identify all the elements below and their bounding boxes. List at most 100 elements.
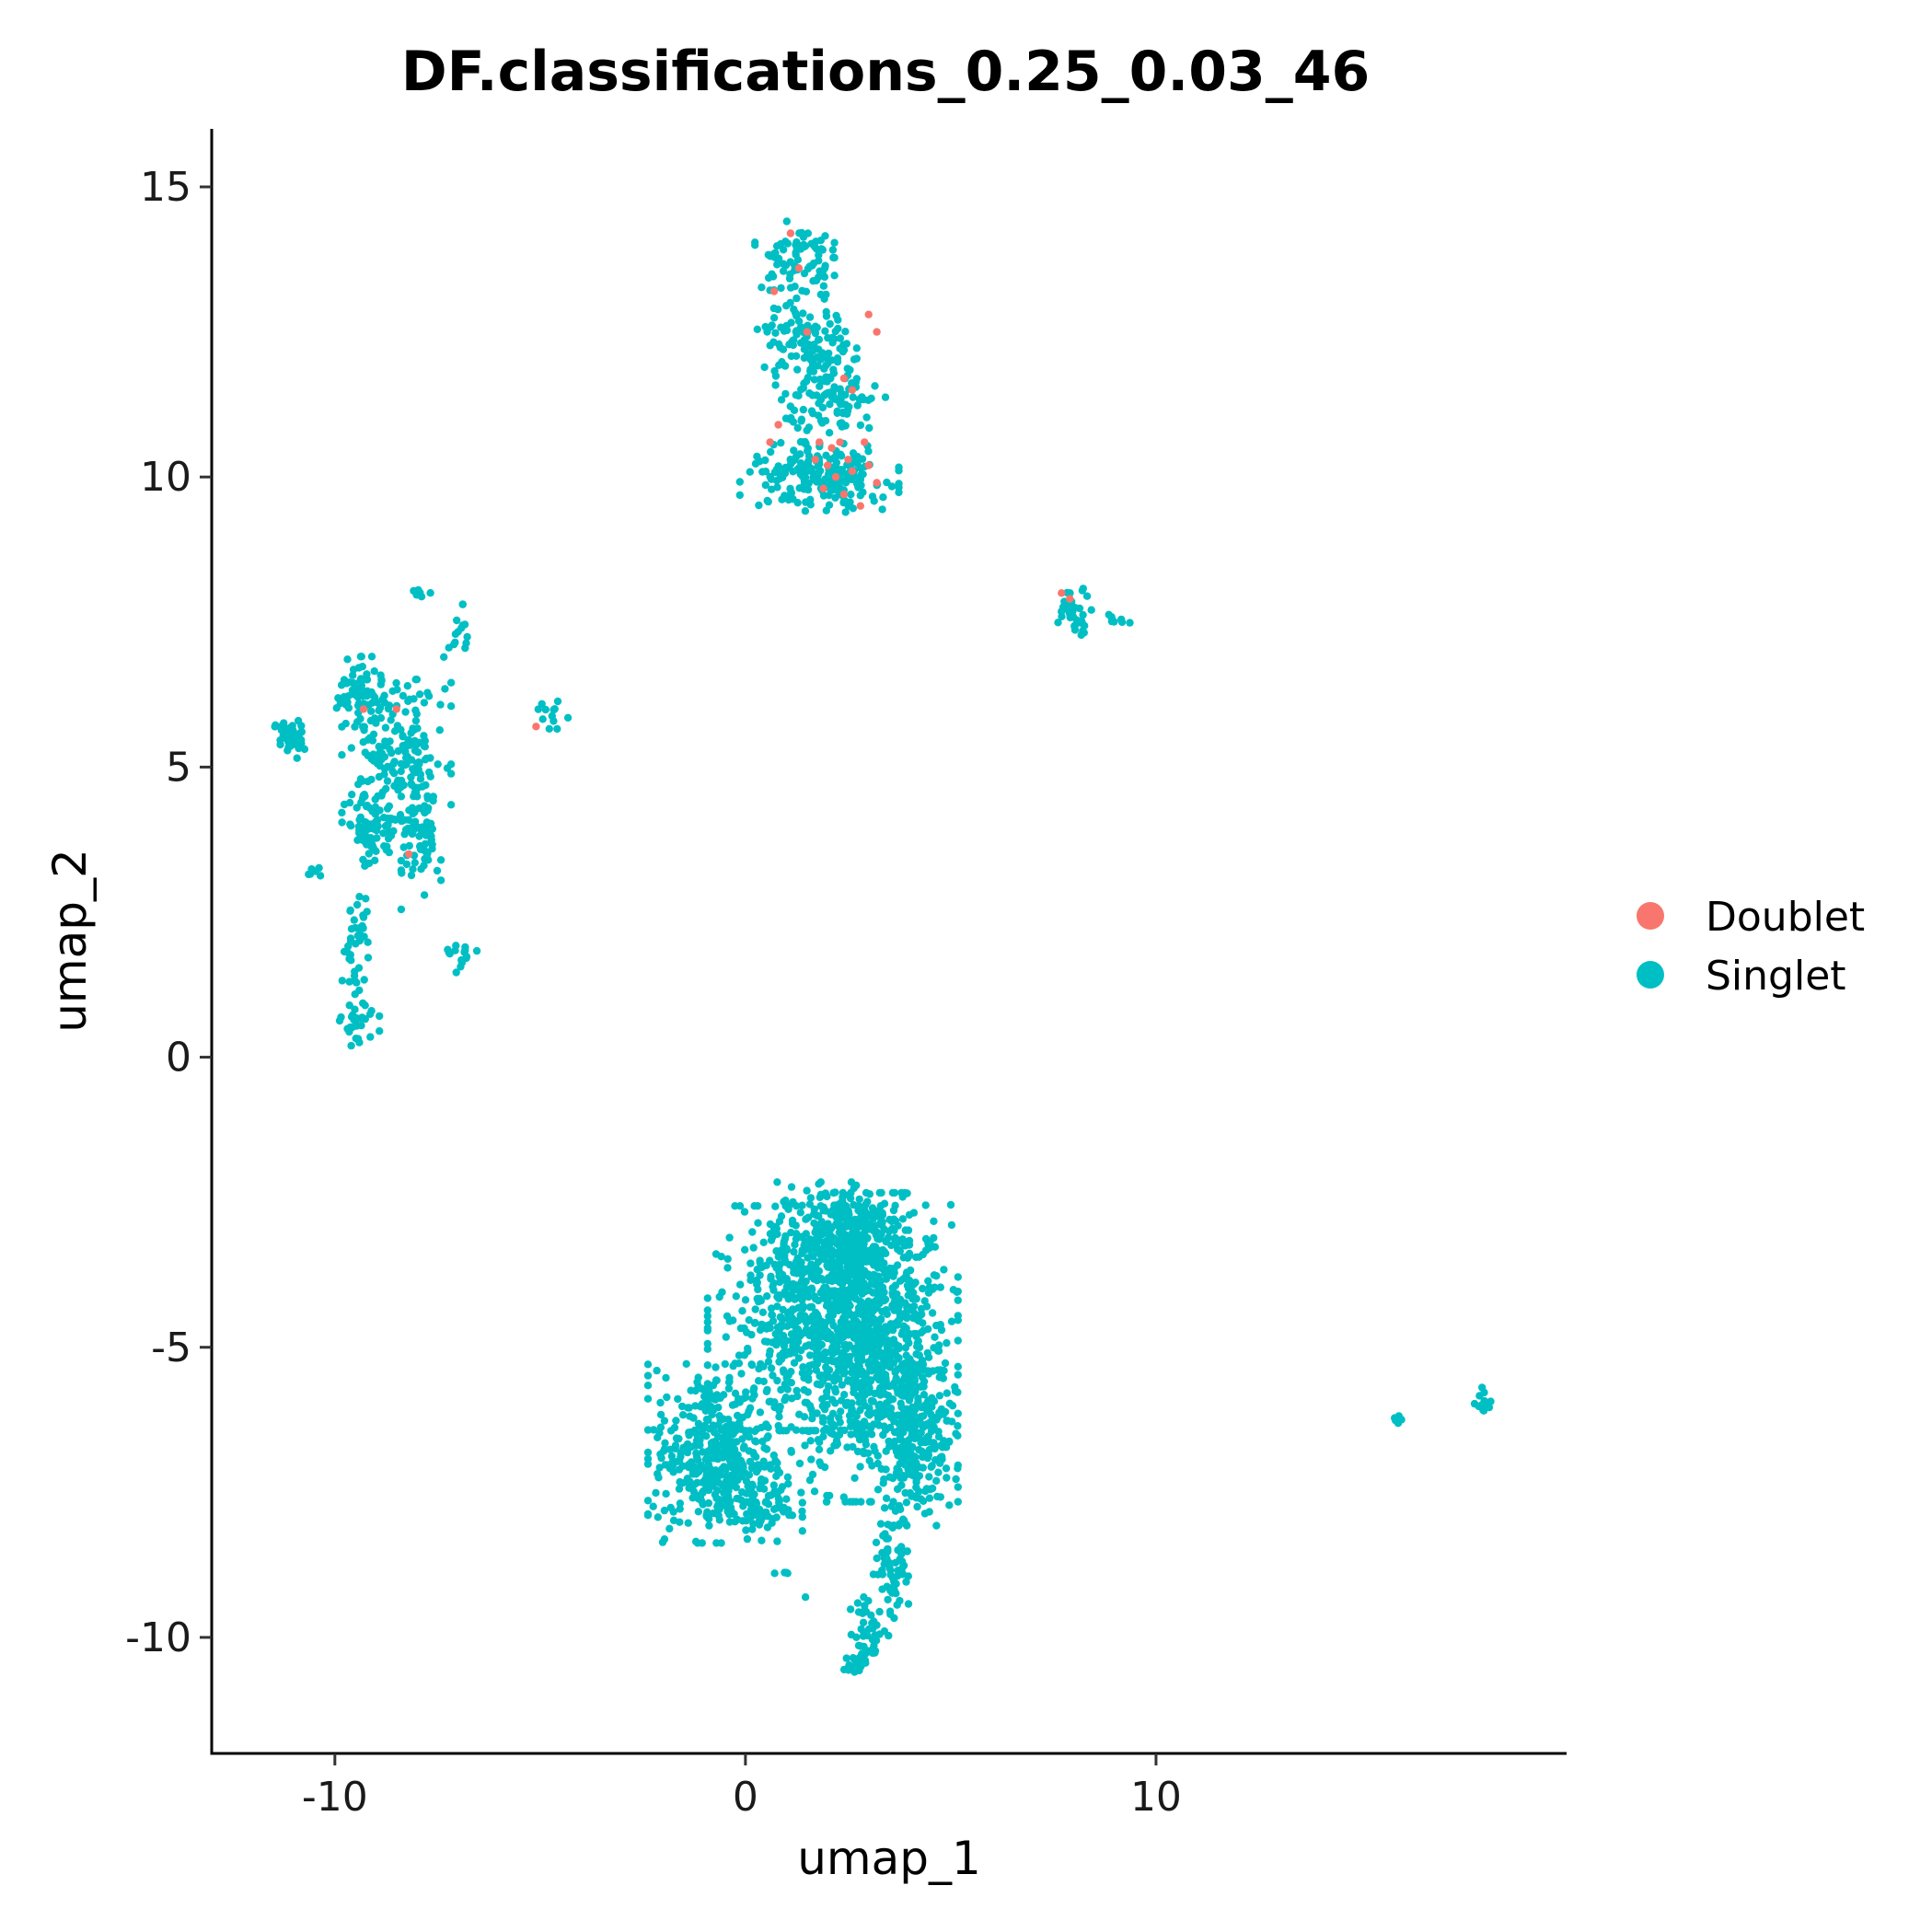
point-singlet	[808, 347, 816, 355]
point-singlet	[813, 1310, 821, 1319]
point-singlet	[783, 1385, 792, 1394]
point-singlet	[878, 505, 886, 514]
point-singlet	[753, 452, 761, 461]
point-singlet	[879, 1430, 887, 1440]
point-singlet	[359, 738, 367, 746]
point-singlet	[643, 1382, 653, 1390]
point-singlet	[804, 485, 813, 494]
point-singlet	[723, 1444, 732, 1453]
point-singlet	[397, 759, 406, 769]
point-singlet	[731, 1400, 740, 1408]
point-singlet	[888, 1224, 897, 1233]
point-singlet	[279, 731, 287, 740]
point-singlet	[826, 388, 834, 397]
point-singlet	[358, 692, 366, 700]
point-singlet	[412, 758, 422, 768]
point-singlet	[826, 1427, 834, 1435]
point-singlet	[376, 761, 384, 770]
point-singlet	[919, 1438, 928, 1446]
point-singlet	[436, 876, 445, 885]
point-singlet	[830, 238, 839, 247]
point-singlet	[856, 1642, 865, 1650]
point-singlet	[735, 1418, 744, 1427]
point-singlet	[717, 1539, 725, 1547]
point-singlet	[351, 723, 359, 731]
point-singlet	[750, 1427, 759, 1436]
point-singlet	[805, 1302, 815, 1312]
point-singlet	[804, 1388, 812, 1396]
point-singlet	[709, 1421, 717, 1429]
point-singlet	[878, 1585, 886, 1593]
point-singlet	[767, 1236, 776, 1244]
point-singlet	[347, 1041, 355, 1050]
point-singlet	[872, 1408, 881, 1417]
point-singlet	[840, 1391, 849, 1399]
point-singlet	[755, 501, 763, 510]
point-singlet	[377, 755, 386, 764]
point-singlet	[828, 339, 837, 347]
point-singlet	[789, 341, 797, 350]
point-singlet	[939, 1374, 947, 1382]
point-singlet	[800, 269, 809, 278]
point-singlet	[954, 1296, 963, 1304]
point-singlet	[397, 856, 406, 865]
point-singlet	[538, 715, 547, 723]
point-singlet	[675, 1485, 684, 1493]
point-singlet	[1077, 631, 1085, 640]
point-singlet	[757, 1512, 765, 1521]
point-singlet	[814, 1244, 823, 1253]
point-singlet	[420, 699, 429, 707]
point-singlet	[420, 862, 428, 870]
point-singlet	[816, 1458, 824, 1466]
point-singlet	[764, 497, 772, 506]
point-singlet	[853, 1274, 862, 1282]
point-singlet	[904, 1284, 913, 1292]
point-singlet	[799, 1363, 807, 1371]
point-singlet	[842, 470, 850, 479]
point-singlet	[420, 891, 429, 899]
point-singlet	[703, 1339, 711, 1348]
point-singlet	[376, 713, 386, 723]
point-singlet	[676, 1505, 684, 1513]
point-singlet	[868, 1349, 877, 1358]
point-singlet	[826, 400, 834, 409]
point-singlet	[769, 338, 778, 346]
point-singlet	[1081, 621, 1089, 631]
point-singlet	[811, 242, 819, 251]
y-tick-label: -10	[125, 1614, 191, 1661]
point-singlet	[818, 1414, 827, 1422]
point-singlet	[805, 313, 815, 321]
point-singlet	[841, 1231, 850, 1239]
point-singlet	[777, 283, 785, 293]
point-singlet	[758, 1308, 768, 1317]
point-singlet	[348, 791, 356, 799]
point-singlet	[699, 1448, 707, 1456]
point-singlet	[711, 1363, 720, 1371]
point-singlet	[397, 866, 406, 874]
point-singlet	[687, 1386, 695, 1394]
point-singlet	[824, 470, 833, 479]
point-singlet	[423, 688, 432, 697]
point-singlet	[912, 1253, 920, 1262]
point-singlet	[905, 1276, 914, 1285]
point-doublet	[848, 386, 857, 394]
point-singlet	[954, 1422, 962, 1430]
point-singlet	[813, 470, 821, 479]
point-singlet	[883, 1327, 891, 1336]
point-singlet	[421, 839, 430, 849]
point-singlet	[423, 806, 432, 815]
point-singlet	[713, 1487, 722, 1495]
point-singlet	[729, 1361, 737, 1371]
point-singlet	[836, 1418, 844, 1427]
point-singlet	[344, 703, 353, 712]
point-singlet	[763, 1292, 771, 1301]
point-singlet	[783, 239, 792, 248]
point-singlet	[903, 1313, 912, 1321]
point-singlet	[751, 1437, 759, 1445]
point-singlet	[937, 1325, 946, 1335]
point-singlet	[676, 1499, 685, 1508]
point-singlet	[825, 491, 833, 500]
point-singlet	[357, 677, 366, 686]
point-singlet	[363, 670, 371, 678]
point-singlet	[740, 1394, 748, 1403]
